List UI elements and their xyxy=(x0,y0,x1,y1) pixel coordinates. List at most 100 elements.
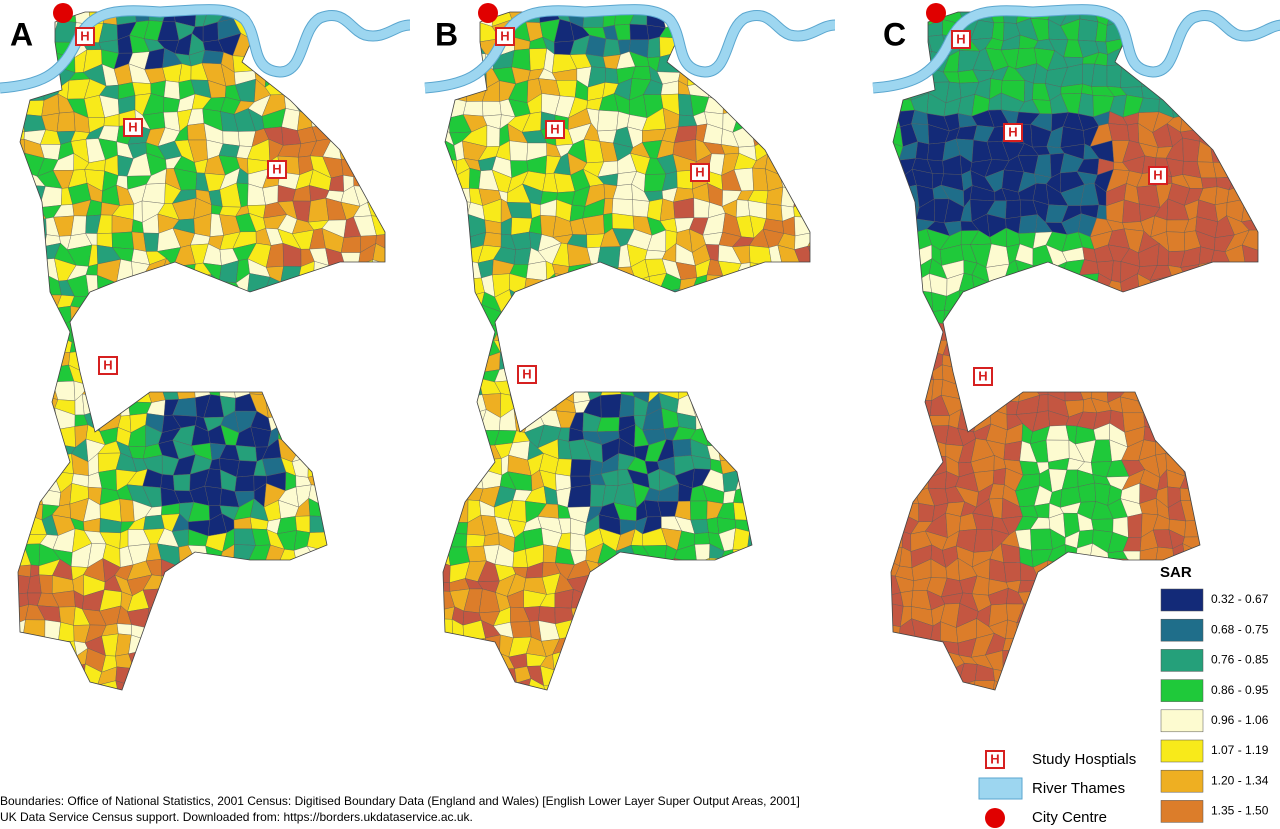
area xyxy=(337,663,359,686)
area-cells xyxy=(443,12,847,731)
area xyxy=(749,485,772,505)
area xyxy=(796,157,810,176)
area xyxy=(370,259,385,281)
area xyxy=(1018,717,1039,732)
area xyxy=(824,455,842,472)
area xyxy=(736,199,751,218)
area xyxy=(1258,563,1276,581)
area xyxy=(974,712,991,727)
area xyxy=(779,338,802,356)
area xyxy=(281,23,295,41)
area xyxy=(793,709,814,731)
area xyxy=(1180,317,1204,343)
area xyxy=(225,633,243,655)
area xyxy=(246,366,269,384)
area xyxy=(720,458,742,475)
area xyxy=(718,337,743,352)
area xyxy=(1121,336,1136,359)
area xyxy=(777,587,801,607)
area xyxy=(443,427,449,442)
area xyxy=(327,384,348,403)
area xyxy=(399,53,422,73)
footer-line: Boundaries: Office of National Statistic… xyxy=(0,794,800,808)
area xyxy=(1030,528,1053,551)
area xyxy=(295,663,311,686)
area xyxy=(354,125,375,148)
area xyxy=(693,354,712,371)
area xyxy=(571,588,586,609)
area xyxy=(1226,563,1246,580)
area xyxy=(101,695,118,715)
area xyxy=(307,679,328,690)
area xyxy=(783,288,801,309)
area xyxy=(646,694,659,717)
area xyxy=(811,336,829,357)
legend-swatch xyxy=(1160,618,1204,642)
area xyxy=(1062,304,1086,329)
area xyxy=(1244,412,1258,432)
area xyxy=(705,557,722,582)
area xyxy=(233,608,248,628)
area xyxy=(384,460,385,471)
area xyxy=(1076,633,1097,657)
area xyxy=(771,650,784,671)
area xyxy=(160,604,183,627)
area xyxy=(1076,273,1099,293)
area xyxy=(588,333,606,355)
area xyxy=(1204,694,1214,713)
area xyxy=(406,622,419,639)
panel-label: A xyxy=(10,16,33,52)
area xyxy=(523,382,546,401)
area xyxy=(316,604,326,628)
area xyxy=(1183,368,1203,387)
area xyxy=(673,695,694,714)
area xyxy=(324,622,338,643)
area xyxy=(658,288,681,313)
area xyxy=(278,592,299,611)
area xyxy=(1047,634,1064,655)
area xyxy=(1090,588,1114,610)
area xyxy=(172,678,193,690)
area xyxy=(18,384,26,402)
area xyxy=(398,306,420,321)
area xyxy=(896,693,920,716)
area xyxy=(399,36,422,55)
area xyxy=(812,38,831,56)
area xyxy=(447,424,470,440)
area xyxy=(383,408,385,432)
area xyxy=(370,528,385,549)
area xyxy=(556,336,570,357)
area xyxy=(794,668,810,688)
area xyxy=(913,438,928,463)
area xyxy=(673,304,697,326)
river-swatch xyxy=(978,777,1023,800)
area xyxy=(1180,394,1205,417)
area xyxy=(1091,709,1113,729)
area xyxy=(221,289,241,312)
area xyxy=(746,408,772,431)
area xyxy=(128,293,146,312)
area xyxy=(959,318,976,343)
area xyxy=(247,610,272,625)
area xyxy=(600,348,621,374)
area xyxy=(28,273,45,297)
area xyxy=(1195,50,1219,69)
area xyxy=(454,394,472,417)
area xyxy=(703,408,727,428)
area xyxy=(187,607,209,629)
area xyxy=(1001,290,1025,314)
area xyxy=(447,408,465,428)
area xyxy=(831,608,847,621)
area xyxy=(18,564,32,578)
area xyxy=(321,649,342,674)
area xyxy=(807,506,810,521)
legend-item: City Centre xyxy=(1032,809,1107,826)
area xyxy=(328,262,345,281)
area xyxy=(1036,579,1054,597)
area xyxy=(991,697,1009,715)
area xyxy=(827,203,844,221)
area xyxy=(706,666,720,686)
area xyxy=(1240,547,1258,568)
area xyxy=(1063,619,1078,636)
legend-label: 0.32 - 0.67 xyxy=(1211,592,1269,606)
